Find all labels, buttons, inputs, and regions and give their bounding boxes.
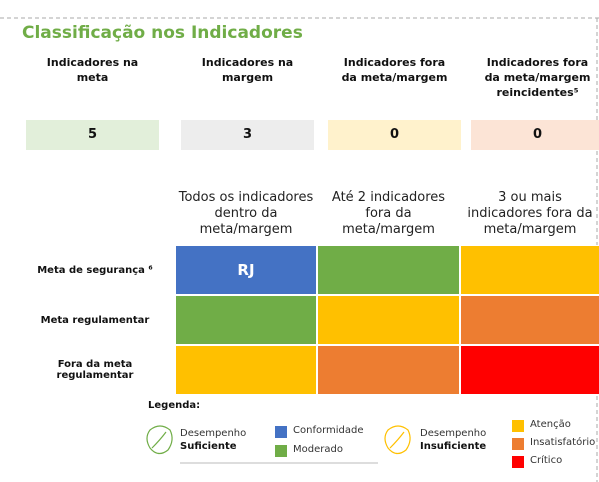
column-header: Todos os indicadores dentro da meta/marg… [178,190,314,237]
matrix-cell: RJ [175,245,317,295]
summary-value: 0 [328,120,461,150]
matrix-cell [317,295,460,345]
legend-label: Atenção [530,419,571,430]
matrix-cell [175,345,317,395]
legend-swatch [275,426,287,438]
column-header: Até 2 indicadores fora da meta/margem [331,190,446,237]
summary-value: 0 [471,120,599,150]
legend-swatch [275,445,287,457]
summary-label: Indicadores fora da meta/margem reincide… [484,56,591,99]
matrix-cell [317,245,460,295]
summary-label: Indicadores na meta [46,56,139,84]
legend-desc: Desempenho [420,428,487,439]
legend-desc-bold: Suficiente [180,441,237,452]
row-label: Meta de segurança ⁶ [37,264,153,276]
legend-label: Conformidade [293,425,364,436]
matrix-cell [175,295,317,345]
legend-label: Moderado [293,444,343,455]
row-label: Fora da meta regulamentar [56,359,134,381]
row-label: Meta regulamentar [40,314,150,326]
legend-label: Crítico [530,455,563,466]
summary-label: Indicadores fora da meta/margem [341,56,448,84]
legend-title: Legenda: [148,400,201,411]
matrix-cell [460,245,599,295]
legend-desc-bold: Insuficiente [420,441,487,452]
legend-swatch [512,438,524,450]
column-header: 3 ou mais indicadores fora da meta/marge… [467,190,593,237]
matrix-cell [317,345,460,395]
summary-value: 3 [181,120,314,150]
title: Classificação nos Indicadores [22,23,303,43]
legend-swatch [512,456,524,468]
matrix-cell [460,295,599,345]
summary-value: 5 [26,120,159,150]
matrix-cell [460,345,599,395]
legend-swatch [512,420,524,432]
legend-label: Insatisfatório [530,437,596,448]
legend-desc: Desempenho [180,428,247,439]
summary-label: Indicadores na margem [201,56,294,84]
